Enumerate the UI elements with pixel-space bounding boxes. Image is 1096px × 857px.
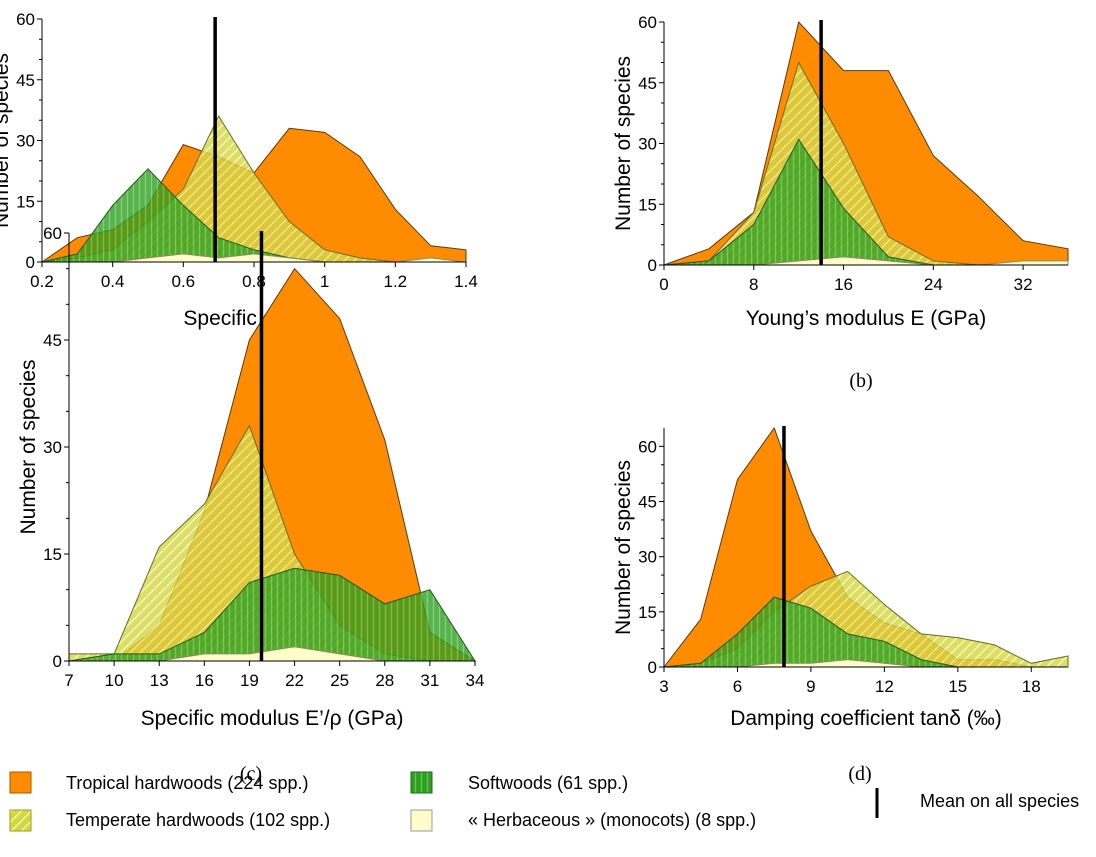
legend-label-softwoods: Softwoods (61 spp.) xyxy=(468,773,628,793)
legend-swatch-temperate xyxy=(9,809,32,832)
x-tick-label: 34 xyxy=(466,671,485,690)
legend-label-temperate: Temperate hardwoods (102 spp.) xyxy=(66,810,330,830)
panel-b: 0 8 16 24 32 0 15 30 45 60 Young’s modulus E (GPa)… xyxy=(612,13,1069,392)
x-tick-label: 22 xyxy=(285,671,304,690)
legend-swatch-tropical xyxy=(9,771,32,794)
x-tick-label: 1 xyxy=(320,272,329,291)
x-tick-label: 1.4 xyxy=(454,272,478,291)
x-tick-label: 0.6 xyxy=(172,272,196,291)
x-axis-label: Young’s modulus E (GPa) xyxy=(746,307,986,330)
x-tick-label: 8 xyxy=(749,275,758,294)
x-tick-label: 0 xyxy=(659,275,668,294)
x-tick-label: 12 xyxy=(875,677,894,696)
y-tick-label: 45 xyxy=(638,493,657,512)
y-tick-label: 30 xyxy=(638,135,657,154)
x-tick-label: 25 xyxy=(330,671,349,690)
x-tick-label: 15 xyxy=(948,677,967,696)
x-tick-label: 0.2 xyxy=(30,272,54,291)
x-tick-label: 3 xyxy=(659,677,668,696)
panel-caption: (c) xyxy=(240,763,262,785)
x-tick-label: 0.4 xyxy=(101,272,125,291)
x-tick-label: 7 xyxy=(64,671,73,690)
x-axis-label: Damping coefficient tanδ (‰) xyxy=(730,707,1002,730)
panel-caption: (b) xyxy=(849,370,872,392)
x-tick-label: 31 xyxy=(420,671,439,690)
panel-caption: (d) xyxy=(848,763,871,785)
y-axis-label: Number of species xyxy=(612,56,635,231)
x-tick-label: 28 xyxy=(375,671,394,690)
legend-swatch-herbaceous xyxy=(410,809,433,832)
area-softwoods xyxy=(68,567,476,662)
x-tick-label: 1.2 xyxy=(384,272,408,291)
y-tick-label: 15 xyxy=(43,545,62,564)
legend-swatch-softwoods xyxy=(410,771,433,794)
y-tick-label: 60 xyxy=(638,13,657,32)
y-tick-label: 0 xyxy=(648,256,657,275)
y-axis-label: Number of species xyxy=(0,53,13,228)
legend: Tropical hardwoods (224 spp.) Temperate … xyxy=(9,771,1079,832)
x-tick-label: 24 xyxy=(924,275,943,294)
x-axis-label: Specific modulus E’/ρ (GPa) xyxy=(141,707,404,730)
legend-label-herbaceous: « Herbaceous » (monocots) (8 spp.) xyxy=(468,810,756,830)
x-tick-label: 13 xyxy=(150,671,169,690)
area-herbaceous xyxy=(42,253,467,263)
legend-label-mean: Mean on all species xyxy=(920,791,1079,811)
y-tick-label: 15 xyxy=(638,195,657,214)
x-tick-label: 32 xyxy=(1014,275,1033,294)
x-tick-label: 18 xyxy=(1022,677,1041,696)
y-tick-label: 45 xyxy=(16,71,35,90)
y-axis-label: Number of species xyxy=(612,460,635,635)
y-tick-label: 60 xyxy=(43,224,62,243)
y-tick-label: 0 xyxy=(53,652,62,671)
x-tick-label: 9 xyxy=(806,677,815,696)
y-tick-label: 15 xyxy=(638,603,657,622)
y-tick-label: 45 xyxy=(43,331,62,350)
x-tick-label: 19 xyxy=(240,671,259,690)
y-tick-label: 15 xyxy=(16,192,35,211)
panel-d: 3 6 9 12 15 18 0 15 30 45 60 Damping coefficient ta… xyxy=(612,426,1069,785)
y-tick-label: 30 xyxy=(43,438,62,457)
legend-label-tropical: Tropical hardwoods (224 spp.) xyxy=(66,773,308,793)
x-tick-label: 10 xyxy=(105,671,124,690)
y-tick-label: 30 xyxy=(638,548,657,567)
x-tick-label: 16 xyxy=(834,275,853,294)
y-tick-label: 0 xyxy=(26,253,35,272)
x-tick-label: 16 xyxy=(195,671,214,690)
y-tick-label: 60 xyxy=(638,437,657,456)
y-tick-label: 45 xyxy=(638,74,657,93)
y-tick-label: 60 xyxy=(16,10,35,29)
y-tick-label: 30 xyxy=(16,132,35,151)
y-axis-label: Number of species xyxy=(17,359,40,534)
x-tick-label: 6 xyxy=(733,677,742,696)
y-tick-label: 0 xyxy=(648,658,657,677)
